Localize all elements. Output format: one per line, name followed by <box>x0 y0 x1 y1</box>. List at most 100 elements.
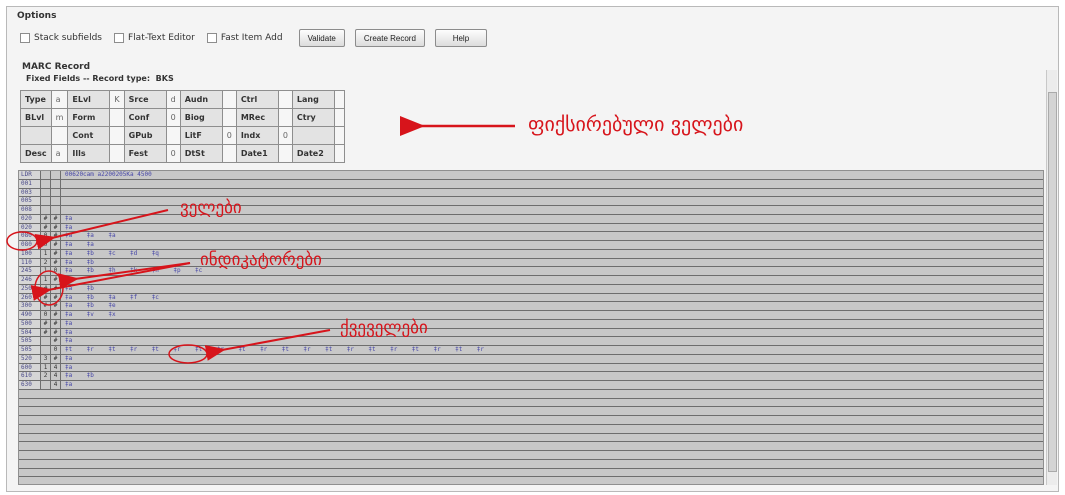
indicator-2[interactable]: # <box>51 302 61 310</box>
create-record-button[interactable]: Create Record <box>354 29 425 47</box>
indicator-1[interactable] <box>41 188 51 197</box>
indicator-2[interactable]: # <box>51 337 61 345</box>
indicator-2[interactable]: # <box>51 311 61 319</box>
indicator-1[interactable] <box>41 206 51 214</box>
indicator-2[interactable] <box>51 179 61 188</box>
marc-tag[interactable]: 020 <box>19 223 41 232</box>
indicator-1[interactable]: 1 <box>41 363 51 372</box>
subfields[interactable]: ‡a <box>65 381 73 388</box>
subfields[interactable]: ‡a <box>65 363 73 371</box>
marc-field-row[interactable]: 630 4 ‡a <box>19 381 1043 390</box>
indicator-2[interactable]: # <box>51 223 61 232</box>
indicator-2[interactable]: # <box>51 258 61 267</box>
indicator-2[interactable] <box>51 171 61 179</box>
fixed-field-value[interactable] <box>333 144 345 163</box>
fixed-field-value[interactable] <box>277 90 293 109</box>
indicator-2[interactable]: # <box>51 214 61 223</box>
subfields[interactable]: ‡a <box>65 223 73 231</box>
indicator-2[interactable]: # <box>51 249 61 258</box>
indicator-2[interactable] <box>51 206 61 214</box>
indicator-1[interactable] <box>41 197 51 205</box>
indicator-1[interactable] <box>41 381 51 389</box>
subfields[interactable]: ‡a ‡b <box>65 372 94 380</box>
indicator-1[interactable] <box>41 171 51 179</box>
checkbox-box[interactable] <box>206 33 217 43</box>
marc-tag[interactable]: 505 <box>19 346 41 354</box>
marc-field-row[interactable]: 005 <box>19 197 1043 206</box>
indicator-2[interactable]: # <box>51 328 61 337</box>
marc-field-row[interactable]: LDR 00620cam a2200205Ka 4500 <box>19 171 1043 180</box>
marc-field-row[interactable]: 300 # # ‡a ‡b ‡e <box>19 302 1043 311</box>
subfields[interactable]: ‡a <box>65 337 73 345</box>
marc-field-row[interactable]: 600 1 4 ‡a <box>19 363 1043 373</box>
indicator-2[interactable] <box>51 188 61 197</box>
indicator-2[interactable]: # <box>51 354 61 363</box>
fixed-field-value[interactable] <box>221 90 237 109</box>
indicator-2[interactable]: 4 <box>51 381 61 389</box>
marc-tag[interactable]: 610 <box>19 372 41 380</box>
indicator-2[interactable]: 0 <box>51 346 61 354</box>
marc-field-row[interactable]: 490 0 # ‡a ‡v ‡x <box>19 311 1043 320</box>
marc-field-row[interactable]: 110 2 # ‡a ‡b <box>19 258 1043 268</box>
subfields[interactable]: ‡a <box>65 354 73 362</box>
fixed-field-value[interactable]: 0 <box>277 126 293 145</box>
fixed-field-value[interactable]: 0 <box>165 144 181 163</box>
validate-button[interactable]: Validate <box>298 29 345 47</box>
marc-field-row[interactable]: 020 # # ‡a <box>19 214 1043 224</box>
indicator-1[interactable]: 2 <box>41 372 51 380</box>
indicator-1[interactable]: # <box>41 223 51 232</box>
subfields[interactable]: 00620cam a2200205Ka 4500 <box>65 171 152 178</box>
marc-tag[interactable]: 490 <box>19 311 41 319</box>
marc-tag[interactable]: 520 <box>19 354 41 363</box>
flat-text-editor-checkbox[interactable]: Flat-Text Editor <box>114 33 195 43</box>
indicator-1[interactable] <box>41 179 51 188</box>
marc-field-row[interactable]: 500 # # ‡a <box>19 319 1043 329</box>
marc-tag[interactable]: 008 <box>19 206 41 214</box>
marc-tag[interactable]: 110 <box>19 258 41 267</box>
stack-subfields-checkbox[interactable]: Stack subfields <box>20 33 102 43</box>
subfields[interactable]: ‡a <box>65 319 73 327</box>
marc-tag[interactable]: 600 <box>19 363 41 372</box>
marc-field-row[interactable]: 003 <box>19 188 1043 198</box>
fixed-field-value[interactable]: 0 <box>165 108 181 127</box>
subfields[interactable]: ‡a ‡a <box>65 241 94 248</box>
marc-field-row[interactable]: 008 <box>19 206 1043 215</box>
indicator-1[interactable]: 3 <box>41 354 51 363</box>
indicator-2[interactable]: 4 <box>51 372 61 380</box>
subfields[interactable]: ‡a ‡b <box>65 258 94 266</box>
indicator-1[interactable]: 1 <box>41 249 51 258</box>
subfields[interactable]: ‡a <box>65 214 73 222</box>
fixed-field-value[interactable] <box>277 144 293 163</box>
indicator-2[interactable]: 4 <box>51 363 61 372</box>
fixed-field-value[interactable]: 0 <box>221 126 237 145</box>
marc-tag[interactable]: LDR <box>19 171 41 179</box>
fixed-field-value[interactable] <box>109 108 125 127</box>
marc-tag[interactable]: 001 <box>19 179 41 188</box>
checkbox-box[interactable] <box>20 33 30 43</box>
fixed-field-value[interactable] <box>221 144 237 163</box>
marc-field-row[interactable]: 100 1 # ‡a ‡b ‡c ‡d ‡q <box>19 249 1043 259</box>
marc-tag[interactable]: 505 <box>19 337 41 345</box>
scrollbar-thumb[interactable] <box>1048 92 1057 472</box>
fixed-field-value[interactable]: a <box>50 144 69 163</box>
vertical-scrollbar[interactable] <box>1046 70 1057 485</box>
marc-tag[interactable]: 504 <box>19 328 41 337</box>
marc-tag[interactable]: 100 <box>19 249 41 258</box>
indicator-1[interactable]: # <box>41 319 51 328</box>
subfields[interactable]: ‡a ‡a ‡a <box>65 232 116 240</box>
indicator-1[interactable]: # <box>41 214 51 223</box>
help-button[interactable]: Help <box>434 29 487 47</box>
fixed-field-value[interactable] <box>109 126 125 145</box>
indicator-1[interactable]: 2 <box>41 258 51 267</box>
subfields[interactable]: ‡a ‡b ‡e <box>65 302 116 310</box>
indicator-1[interactable]: 0 <box>41 311 51 319</box>
indicator-2[interactable]: 0 <box>51 267 61 275</box>
marc-field-row[interactable]: 020 # # ‡a <box>19 223 1043 233</box>
marc-field-row[interactable]: 610 2 4 ‡a ‡b <box>19 372 1043 381</box>
indicator-2[interactable]: # <box>51 319 61 328</box>
marc-tag[interactable]: 630 <box>19 381 41 389</box>
subfields[interactable]: ‡a <box>65 328 73 336</box>
checkbox-box[interactable] <box>114 33 124 43</box>
indicator-2[interactable] <box>51 197 61 205</box>
subfields[interactable]: ‡a ‡b ‡c ‡d ‡q <box>65 249 159 257</box>
